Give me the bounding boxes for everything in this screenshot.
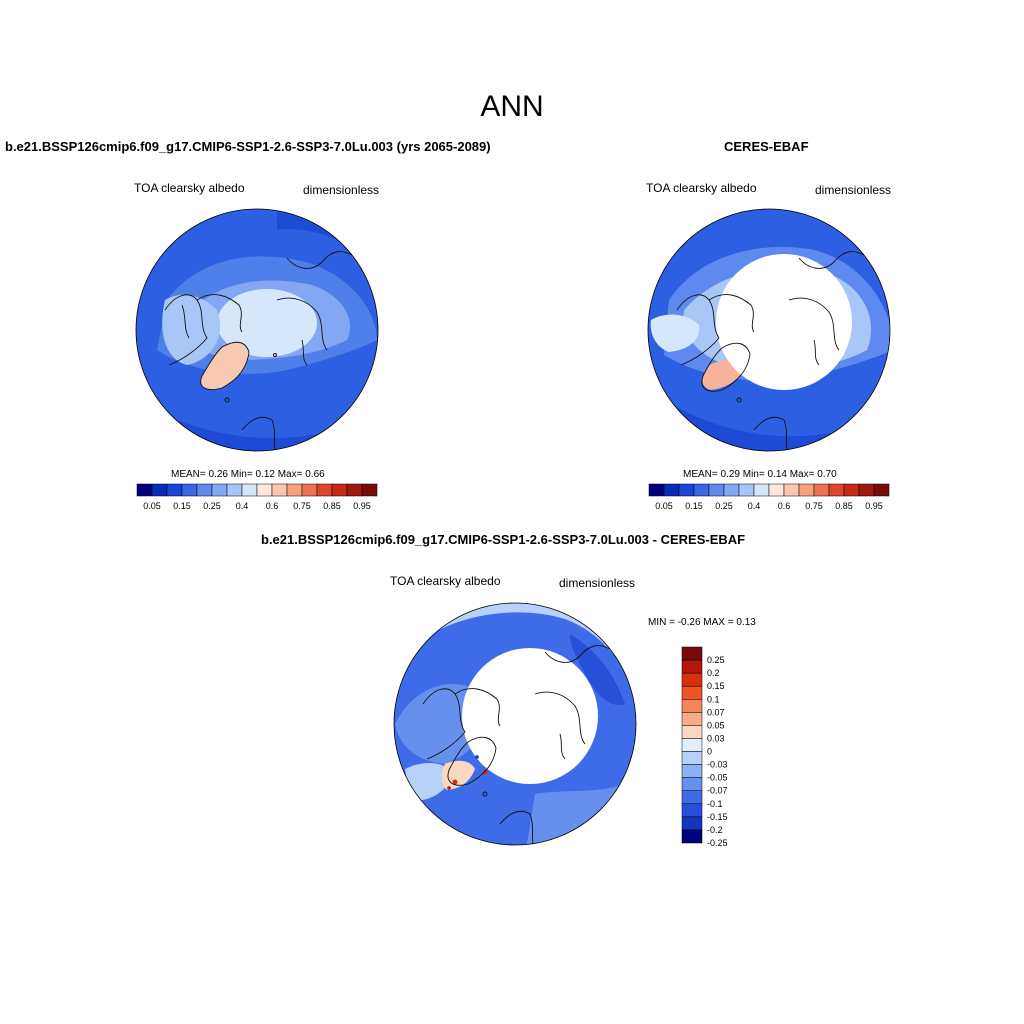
obs-colorbar-tick-label: 0.15 (685, 501, 703, 511)
obs-colorbar-tick-label: 0.05 (655, 501, 673, 511)
model-colorbar-swatch (241, 483, 258, 497)
model-colorbar-swatch (196, 483, 213, 497)
diff-colorbar-tick-label: -0.15 (707, 812, 728, 822)
obs-colorbar-tick-label: 0.4 (748, 501, 761, 511)
diff-variable-label: TOA clearsky albedo (390, 574, 501, 588)
obs-colorbar-swatch (828, 483, 845, 497)
diff-colorbar-tick-label: 0.03 (707, 733, 725, 743)
diff-colorbar-swatch (681, 790, 703, 805)
model-colorbar-swatch (211, 483, 228, 497)
obs-colorbar-swatch (843, 483, 860, 497)
model-colorbar-swatch (271, 483, 288, 497)
obs-colorbar-tick-label: 0.6 (778, 501, 791, 511)
model-colorbar-swatch (301, 483, 318, 497)
model-stats: MEAN= 0.26 Min= 0.12 Max= 0.66 (171, 469, 325, 480)
model-colorbar-swatch (151, 483, 168, 497)
model-colorbar-tick-label: 0.05 (143, 501, 161, 511)
diff-colorbar-swatch (681, 764, 703, 778)
diff-panel-title: b.e21.BSSP126cmip6.f09_g17.CMIP6-SSP1-2.… (261, 532, 746, 547)
diff-colorbar-swatch (681, 751, 703, 765)
diff-colorbar-swatch (681, 699, 703, 713)
model-colorbar-swatch (361, 483, 378, 497)
diff-colorbar: 0.25 0.2 0.15 0.1 0.07 0.05 0.03 0 -0.03 -0.05 -0.… (681, 646, 728, 848)
obs-colorbar-swatch (798, 483, 815, 497)
diff-colorbar-swatch (681, 672, 703, 687)
model-colorbar-swatch (316, 483, 333, 497)
obs-colorbar-tick-label: 0.75 (805, 501, 823, 511)
diff-colorbar-swatch (681, 777, 703, 791)
model-variable-label: TOA clearsky albedo (134, 181, 245, 195)
model-colorbar-swatch (181, 483, 198, 497)
obs-stats: MEAN= 0.29 Min= 0.14 Max= 0.70 (683, 469, 837, 480)
obs-colorbar-swatch (813, 483, 830, 497)
model-colorbar: 0.05 0.15 0.25 0.4 0.6 0.75 0.85 0.95 (136, 483, 378, 511)
model-colorbar-swatch (331, 483, 348, 497)
obs-colorbar-swatch (648, 483, 665, 497)
obs-colorbar-swatch (768, 483, 785, 497)
model-colorbar-tick-label: 0.4 (236, 501, 249, 511)
diff-colorbar-tick-label: 0.1 (707, 694, 720, 704)
obs-panel-title: CERES-EBAF (724, 139, 809, 154)
obs-colorbar-swatch (723, 483, 740, 497)
diff-colorbar-tick-label: -0.2 (707, 825, 723, 835)
obs-polar-map (647, 208, 891, 452)
diff-colorbar-swatch (681, 725, 703, 739)
obs-colorbar-swatch (753, 483, 770, 497)
model-colorbar-tick-label: 0.85 (323, 501, 341, 511)
diff-colorbar-swatch (681, 829, 703, 844)
model-colorbar-tick-label: 0.15 (173, 501, 191, 511)
obs-colorbar-tick-label: 0.85 (835, 501, 853, 511)
diff-colorbar-swatch (681, 712, 703, 726)
model-colorbar-swatch (286, 483, 303, 497)
obs-colorbar-swatch (708, 483, 725, 497)
model-colorbar-tick-label: 0.75 (293, 501, 311, 511)
diff-colorbar-swatch (681, 738, 703, 752)
diff-colorbar-swatch (681, 803, 703, 818)
obs-colorbar-tick-label: 0.95 (865, 501, 883, 511)
diff-colorbar-tick-label: -0.05 (707, 773, 728, 783)
obs-colorbar: 0.05 0.15 0.25 0.4 0.6 0.75 0.85 0.95 (648, 483, 890, 511)
model-units-label: dimensionless (303, 183, 380, 197)
diff-colorbar-tick-label: 0 (707, 747, 712, 757)
diff-colorbar-tick-label: -0.07 (707, 786, 728, 796)
obs-colorbar-swatch (663, 483, 680, 497)
model-colorbar-swatch (256, 483, 273, 497)
obs-colorbar-swatch (678, 483, 695, 497)
model-colorbar-tick-label: 0.95 (353, 501, 371, 511)
diff-colorbar-swatch (681, 646, 703, 661)
obs-colorbar-swatch (783, 483, 800, 497)
obs-colorbar-tick-label: 0.25 (715, 501, 733, 511)
model-panel-title: b.e21.BSSP126cmip6.f09_g17.CMIP6-SSP1-2.… (5, 139, 491, 154)
diff-stats: MIN = -0.26 MAX = 0.13 (648, 617, 756, 628)
obs-colorbar-swatch (693, 483, 710, 497)
diff-polar-map (393, 602, 637, 846)
model-colorbar-swatch (346, 483, 363, 497)
model-colorbar-swatch (136, 483, 153, 497)
diff-colorbar-tick-label: 0.15 (707, 681, 725, 691)
diff-colorbar-tick-label: 0.25 (707, 655, 725, 665)
model-colorbar-tick-label: 0.25 (203, 501, 221, 511)
model-colorbar-tick-label: 0.6 (266, 501, 279, 511)
diff-colorbar-tick-label: -0.25 (707, 838, 728, 848)
diff-colorbar-swatch (681, 685, 703, 700)
diff-colorbar-tick-label: 0.05 (707, 720, 725, 730)
diff-colorbar-swatch (681, 816, 703, 831)
diff-colorbar-swatch (681, 659, 703, 674)
diff-units-label: dimensionless (559, 576, 636, 590)
obs-units-label: dimensionless (815, 183, 892, 197)
diff-colorbar-tick-label: -0.03 (707, 760, 728, 770)
obs-colorbar-swatch (858, 483, 875, 497)
model-colorbar-swatch (226, 483, 243, 497)
model-polar-map (135, 208, 379, 452)
obs-colorbar-swatch (873, 483, 890, 497)
obs-variable-label: TOA clearsky albedo (646, 181, 757, 195)
obs-colorbar-swatch (738, 483, 755, 497)
model-colorbar-swatch (166, 483, 183, 497)
diff-colorbar-tick-label: 0.07 (707, 707, 725, 717)
diff-colorbar-tick-label: 0.2 (707, 668, 720, 678)
diff-colorbar-tick-label: -0.1 (707, 799, 723, 809)
figure-title: ANN (480, 90, 544, 123)
